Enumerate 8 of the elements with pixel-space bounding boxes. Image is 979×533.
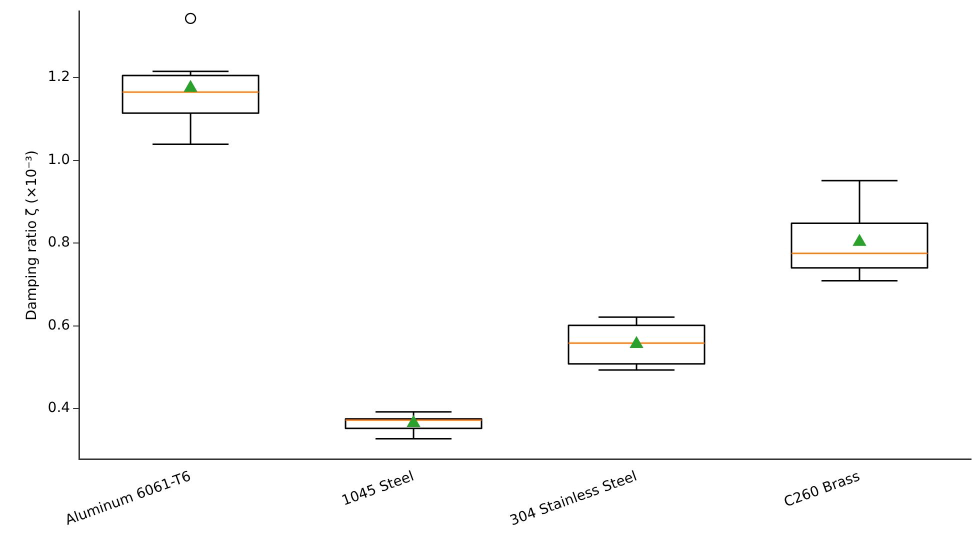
y-tick-label: 1.0 bbox=[48, 152, 70, 168]
y-tick-label: 0.8 bbox=[48, 234, 70, 251]
x-tick-label: C260 Brass bbox=[782, 468, 862, 511]
y-tick-label: 1.2 bbox=[48, 69, 70, 86]
y-axis-title: Damping ratio ζ (×10⁻³) bbox=[24, 150, 40, 321]
y-tick-label: 0.4 bbox=[48, 400, 70, 416]
x-tick-label: 1045 Steel bbox=[340, 468, 416, 510]
y-tick-label: 0.6 bbox=[48, 317, 70, 334]
